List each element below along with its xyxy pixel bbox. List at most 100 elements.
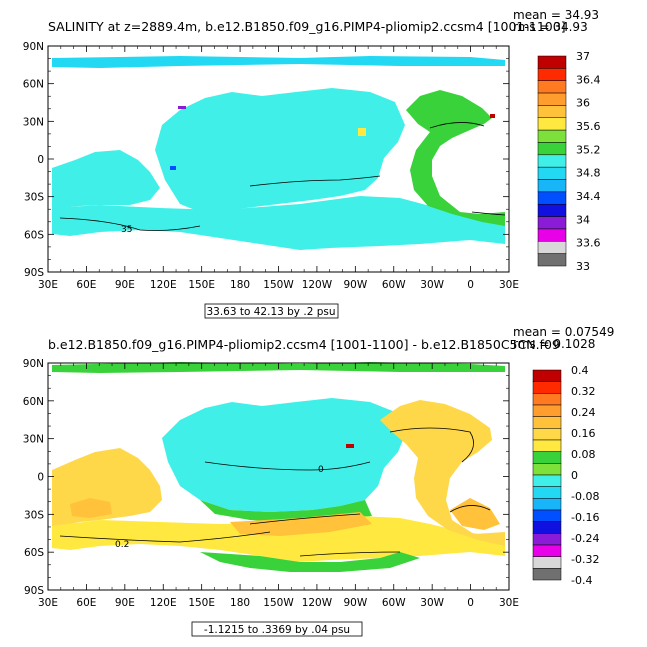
colorbar-swatch — [532, 451, 562, 464]
red-patch — [346, 444, 354, 448]
panel-1-rms: rms = 34.93 — [513, 20, 588, 34]
colorbar-label: 0 — [571, 469, 578, 482]
colorbar-label: -0.16 — [571, 511, 599, 524]
y-tick-label: 0 — [37, 472, 44, 484]
y-tick-label: 90N — [23, 358, 44, 370]
x-tick-label: 150W — [263, 279, 294, 291]
colorbar-label: 33.6 — [576, 237, 601, 250]
panel-1-range-label: 33.63 to 42.13 by .2 psu — [206, 306, 335, 318]
contour-line — [449, 505, 491, 513]
x-tick-label: 90W — [343, 597, 367, 609]
contour-line — [59, 217, 201, 231]
panel-1-ocean-field — [52, 56, 505, 250]
colorbar-swatch — [537, 216, 567, 230]
contour-line — [204, 461, 371, 471]
x-tick-label: 30E — [38, 279, 58, 291]
y-tick-label: 60S — [24, 547, 44, 559]
x-tick-label: 30W — [420, 597, 444, 609]
panel-1-contours — [59, 122, 506, 231]
colorbar-label: 33 — [576, 260, 590, 273]
colorbar-label: 36.4 — [576, 73, 601, 86]
colorbar-swatch — [537, 228, 567, 242]
panel-2-mean: mean = 0.07549 — [513, 325, 614, 339]
pacific-region — [162, 398, 405, 512]
colorbar-swatch — [537, 179, 567, 193]
atlantic-region — [380, 400, 505, 546]
colorbar-label: 34.4 — [576, 190, 601, 203]
y-tick-label: 90S — [24, 585, 44, 597]
contour-label: 0 — [318, 465, 324, 475]
indian-warm-patch — [70, 498, 112, 518]
colorbar-label: 35.2 — [576, 143, 601, 156]
colorbar-swatch — [532, 463, 562, 476]
colorbar-swatch — [532, 474, 562, 487]
x-tick-label: 60W — [382, 597, 406, 609]
x-tick-label: 150E — [188, 279, 215, 291]
colorbar-swatch — [532, 381, 562, 394]
x-tick-label: 90E — [115, 279, 135, 291]
contour-line — [59, 531, 271, 543]
y-tick-label: 0 — [37, 154, 44, 166]
colorbar-swatch — [532, 439, 562, 452]
x-tick-label: 90E — [115, 597, 135, 609]
colorbar-swatch — [532, 404, 562, 417]
atlantic-warm-patch — [450, 498, 500, 530]
colorbar-swatch — [532, 393, 562, 406]
colorbar-label: 37 — [576, 50, 590, 63]
indian-ocean-region — [52, 150, 160, 208]
panel-2-rms: rms = 0.1028 — [513, 337, 595, 351]
arctic-region — [52, 56, 505, 68]
colorbar-swatch — [537, 105, 567, 119]
panel-1-range-box — [204, 303, 339, 319]
colorbar-swatch — [532, 416, 562, 429]
y-tick-label: 30N — [23, 116, 44, 128]
y-tick-label: 90S — [24, 267, 44, 279]
southern-green-band — [200, 552, 420, 572]
y-tick-label: 60N — [23, 396, 44, 408]
colorbar-label: -0.24 — [571, 532, 599, 545]
contour-label: 35 — [121, 225, 132, 235]
colorbar-label: 0.4 — [571, 364, 589, 377]
colorbar-swatch — [537, 55, 567, 69]
x-tick-label: 30W — [420, 279, 444, 291]
colorbar-swatch — [537, 80, 567, 94]
colorbar-swatch — [532, 556, 562, 569]
x-tick-label: 120W — [302, 597, 333, 609]
y-tick-label: 30N — [23, 434, 44, 446]
panel-difference: b.e12.B1850.f09_g16.PIMP4-pliomip2.ccsm4… — [23, 325, 614, 637]
x-tick-label: 0 — [467, 279, 474, 291]
panel-1-title: SALINITY at z=2889.4m, b.e12.B1850.f09_g… — [48, 19, 566, 34]
colorbar-label: 34 — [576, 213, 590, 226]
colorbar-swatch — [537, 68, 567, 81]
colorbar-label: 0.32 — [571, 385, 596, 398]
colorbar-swatch — [537, 92, 567, 106]
colorbar-swatch — [537, 142, 567, 156]
y-tick-label: 90N — [23, 41, 44, 53]
panel-2-title: b.e12.B1850.f09_g16.PIMP4-pliomip2.ccsm4… — [48, 337, 560, 352]
x-tick-label: 30E — [499, 279, 519, 291]
panel-1-colorbar: 37 36.4 36 35.6 35.2 34.8 34.4 34 33.6 33 — [537, 50, 601, 273]
x-tick-label: 30E — [499, 597, 519, 609]
panel-2-range-box — [191, 621, 363, 637]
southern-ocean-region — [52, 196, 505, 250]
colorbar-swatch — [537, 191, 567, 205]
atlantic-region — [406, 90, 505, 226]
panel-1-mean: mean = 34.93 — [513, 8, 599, 22]
panel-salinity: SALINITY at z=2889.4m, b.e12.B1850.f09_g… — [23, 8, 601, 319]
colorbar-swatch — [532, 428, 562, 441]
y-tick-label: 30S — [24, 192, 44, 204]
y-tick-label: 30S — [24, 509, 44, 521]
blue-patch — [170, 166, 176, 170]
southern-ocean-region — [52, 516, 505, 562]
colorbar-label: 0.08 — [571, 448, 596, 461]
colorbar-label: 0.16 — [571, 427, 596, 440]
panel-2-axis-ticks: 30E 60E 90E 120E 150E 180 150W 120W 90W 60W 30W 0 30… — [23, 358, 519, 609]
colorbar-swatch — [537, 117, 567, 131]
contour-line — [389, 427, 474, 463]
x-tick-label: 0 — [467, 597, 474, 609]
colorbar-swatch — [532, 544, 562, 557]
southern-warm-band — [230, 512, 372, 536]
x-tick-label: 60E — [76, 597, 96, 609]
colorbar-swatch — [537, 154, 567, 168]
panel-2-colorbar: 0.4 0.32 0.24 0.16 0.08 0 -0.08 -0.16 -0.24 -0.32… — [532, 364, 599, 587]
